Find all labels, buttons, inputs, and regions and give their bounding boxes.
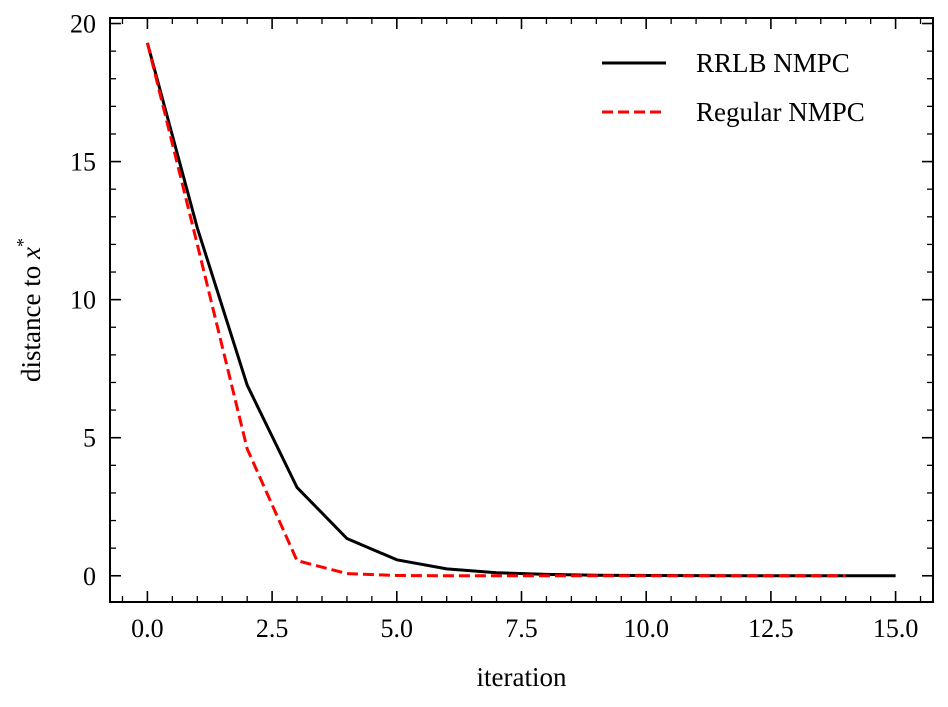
plot-frame (109, 17, 934, 603)
y-axis-label-superscript: * (13, 238, 33, 247)
x-tick-label: 7.5 (505, 614, 538, 643)
y-axis-label: distance to x* (13, 238, 46, 382)
y-axis-label-text: distance to (16, 259, 46, 382)
x-tick-label: 12.5 (748, 614, 794, 643)
x-tick-label: 5.0 (381, 614, 414, 643)
plot-series (145, 42, 896, 578)
x-tick-label: 10.0 (623, 614, 669, 643)
x-tick-label: 2.5 (256, 614, 289, 643)
legend: RRLB NMPC Regular NMPC (602, 48, 865, 127)
y-tick-label: 5 (83, 424, 96, 453)
x-tick-label: 0.0 (131, 614, 164, 643)
y-tick-label: 20 (70, 10, 96, 39)
x-axis-label: iteration (477, 662, 567, 692)
y-axis-label-variable: x (16, 247, 46, 260)
y-tick-label: 10 (70, 286, 96, 315)
tick-labels: 0.0 2.5 5.0 7.5 10.0 12.5 15.0 0 5 10 15 20 (70, 10, 918, 643)
y-tick-label: 15 (70, 148, 96, 177)
y-tick-label: 0 (83, 562, 96, 591)
x-tick-label: 15.0 (873, 614, 919, 643)
series-line-2 (145, 42, 846, 578)
legend-label-2: Regular NMPC (696, 97, 865, 127)
legend-label-1: RRLB NMPC (696, 48, 850, 78)
